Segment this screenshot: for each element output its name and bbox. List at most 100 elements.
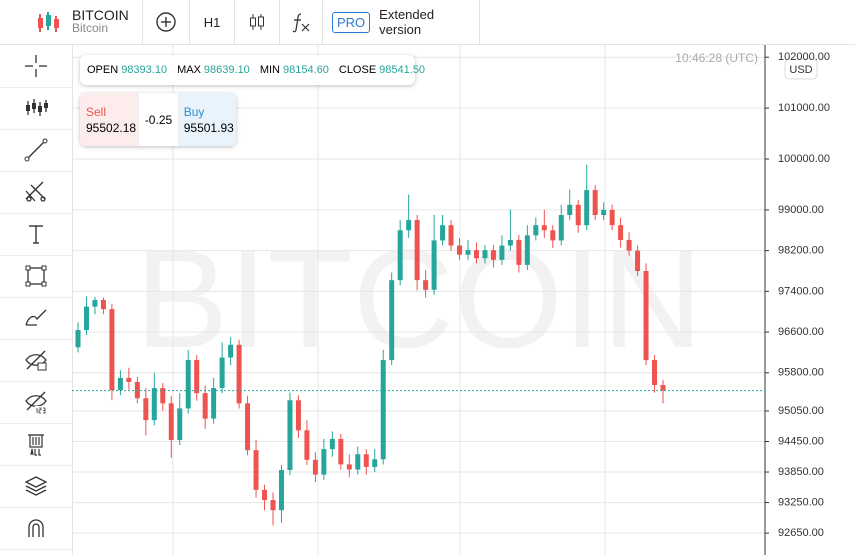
- trash-icon: [28, 434, 44, 456]
- y-tick-label: 100000.00: [778, 153, 830, 165]
- candles-icon: [250, 14, 264, 30]
- add-button[interactable]: [143, 0, 190, 44]
- candle-body: [75, 330, 81, 348]
- trade-panel: Sell 95502.18 -0.25 Buy 95501.93: [80, 93, 236, 146]
- candle-body: [143, 398, 149, 421]
- candle-icon: [38, 12, 59, 32]
- ohlc-panel: OPEN 98393.10 MAX 98639.10 MIN 98154.60 …: [80, 55, 425, 85]
- buy-label: Buy: [183, 105, 205, 119]
- candle-body: [355, 454, 361, 470]
- symbol-name: Bitcoin: [72, 21, 109, 35]
- chart: BITCOIN 10:46:28 (UTC) USD 102000.001010…: [72, 45, 830, 555]
- candle-body: [423, 280, 429, 290]
- y-tick-label: 102000.00: [778, 51, 830, 63]
- candle-body: [92, 300, 98, 307]
- bars-icon: [26, 99, 48, 116]
- rect-icon: [25, 265, 47, 287]
- candle-body: [329, 438, 335, 450]
- candle-body: [618, 225, 624, 240]
- candle-body: [194, 360, 200, 394]
- hide-indicators-tool[interactable]: [0, 381, 72, 424]
- candle-body: [550, 230, 556, 241]
- spread: -0.25: [138, 93, 179, 146]
- candle-body: [592, 190, 598, 215]
- symbol-button[interactable]: BITCOIN Bitcoin: [0, 0, 143, 44]
- text-tool[interactable]: [0, 213, 72, 256]
- pro-badge: PRO: [332, 11, 371, 33]
- candle-body: [321, 449, 327, 475]
- candle-body: [253, 450, 259, 490]
- open-value: 98393.10: [121, 64, 168, 76]
- line-tool[interactable]: [0, 129, 72, 172]
- buy-price: 95501.93: [183, 121, 234, 135]
- candle-body: [312, 459, 318, 475]
- magnet-tool[interactable]: [0, 507, 72, 550]
- candle-body: [380, 360, 386, 460]
- candle-body: [109, 309, 115, 391]
- left-toolbar: [0, 45, 73, 555]
- brush-tool[interactable]: [0, 297, 72, 340]
- candle-body: [643, 270, 649, 361]
- symbol: BITCOIN: [72, 7, 129, 23]
- layers-icon: [24, 476, 48, 496]
- close-value: 98541.50: [379, 64, 426, 76]
- sell-price: 95502.18: [86, 121, 137, 135]
- candle-body: [346, 464, 352, 470]
- y-tick-label: 92650.00: [778, 527, 824, 539]
- sell-label: Sell: [86, 105, 107, 119]
- candle-body: [185, 360, 191, 409]
- candles-tool[interactable]: [0, 87, 72, 130]
- currency: USD: [789, 64, 812, 76]
- crosshair-tool[interactable]: [0, 45, 72, 88]
- candle-body: [219, 357, 225, 389]
- candle-body: [440, 225, 446, 241]
- candle-body: [448, 225, 454, 246]
- max-value: 98639.10: [203, 64, 250, 76]
- fib-tool[interactable]: [0, 171, 72, 214]
- plus-icon: [156, 12, 176, 32]
- candle-body: [397, 230, 403, 281]
- candle-body: [117, 377, 123, 391]
- indicators-button[interactable]: [280, 0, 323, 44]
- eye-icon: [25, 350, 47, 371]
- candle-body: [626, 239, 632, 251]
- layers-tool[interactable]: [0, 465, 72, 508]
- candle-body: [363, 454, 369, 467]
- rect-tool[interactable]: [0, 255, 72, 298]
- y-tick-label: 98200.00: [778, 245, 824, 257]
- candle-body: [609, 209, 615, 226]
- fx-icon: [292, 13, 310, 33]
- candle-body: [457, 245, 463, 255]
- timeframe: H1: [203, 14, 221, 30]
- buy-button[interactable]: Buy 95501.93: [178, 93, 236, 146]
- candle-body: [160, 388, 166, 404]
- candle-body: [567, 204, 573, 215]
- candle-body: [304, 430, 310, 460]
- min-value: 98154.60: [282, 64, 329, 76]
- candle-body: [262, 489, 268, 501]
- hide-tool[interactable]: [0, 339, 72, 382]
- candle-body: [278, 470, 284, 511]
- candle-body: [202, 393, 208, 419]
- candle-body: [389, 280, 395, 361]
- pro-button[interactable]: PRO Extended version: [323, 0, 480, 44]
- y-tick-label: 96600.00: [778, 326, 824, 338]
- candle-body: [516, 239, 522, 265]
- y-tick-label: 95800.00: [778, 367, 824, 379]
- candle-body: [228, 344, 234, 358]
- eye123-icon: [25, 391, 47, 414]
- candle-body: [270, 500, 276, 511]
- candle-body: [177, 408, 183, 440]
- candle-body: [507, 239, 513, 246]
- sell-button[interactable]: Sell 95502.18: [80, 93, 139, 146]
- top-toolbar: BITCOIN Bitcoin H1 PRO Extended version: [0, 0, 855, 45]
- currency-box[interactable]: [784, 58, 818, 80]
- candle-body: [660, 385, 666, 391]
- timeframe-button[interactable]: H1: [190, 0, 235, 44]
- chart-type-button[interactable]: [235, 0, 280, 44]
- candle-body: [168, 403, 174, 440]
- y-tick-label: 95050.00: [778, 405, 824, 417]
- delete-tool[interactable]: [0, 423, 72, 466]
- clock: 10:46:28 (UTC): [675, 51, 758, 65]
